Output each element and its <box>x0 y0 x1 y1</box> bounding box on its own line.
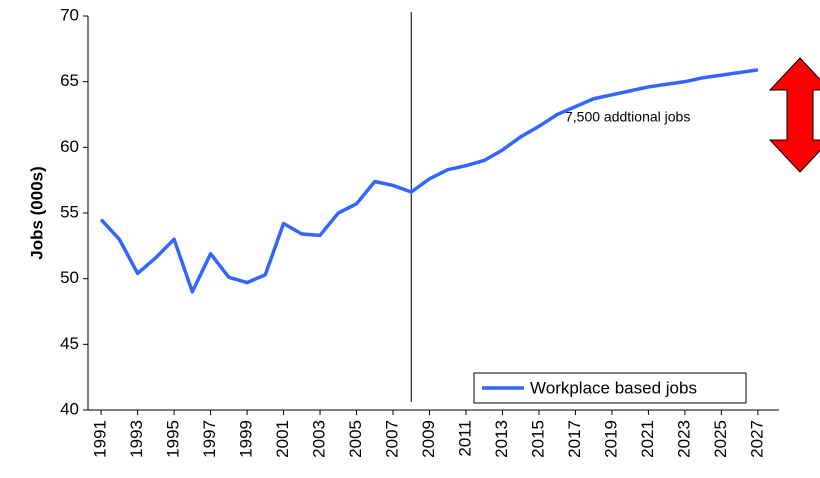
x-tick-label: 2009 <box>419 420 438 458</box>
range-arrow <box>768 57 820 173</box>
x-tick-label: 1999 <box>237 420 256 458</box>
x-tick-label: 2027 <box>747 420 766 458</box>
x-tick-label: 1991 <box>91 420 110 458</box>
legend-label: Workplace based jobs <box>530 378 697 397</box>
y-tick-label: 70 <box>60 5 79 24</box>
y-tick-label: 65 <box>60 71 79 90</box>
x-tick-label: 2013 <box>492 420 511 458</box>
x-tick-label: 1995 <box>164 420 183 458</box>
x-tick-label: 2005 <box>346 420 365 458</box>
y-tick-label: 50 <box>60 268 79 287</box>
x-tick-label: 2011 <box>455 420 474 457</box>
y-tick-label: 45 <box>60 334 79 353</box>
x-tick-label: 2021 <box>638 420 657 458</box>
series-line <box>99 68 759 294</box>
x-tick-label: 2003 <box>310 420 329 458</box>
x-tick-label: 2001 <box>273 420 292 458</box>
x-tick-label: 2007 <box>382 420 401 458</box>
annotation: 7,500 addtional jobs <box>565 109 690 125</box>
x-tick-label: 2023 <box>674 420 693 458</box>
y-tick-label: 60 <box>60 137 79 156</box>
x-tick-label: 2017 <box>565 420 584 458</box>
x-tick-label: 2015 <box>528 420 547 458</box>
x-tick-label: 1993 <box>127 420 146 458</box>
y-tick-label: 40 <box>60 399 79 418</box>
y-tick-label: 55 <box>60 202 79 221</box>
x-tick-label: 2025 <box>711 420 730 458</box>
x-tick-label: 2019 <box>601 420 620 458</box>
x-tick-label: 1997 <box>200 420 219 458</box>
y-axis-label: Jobs (000s) <box>27 166 46 260</box>
